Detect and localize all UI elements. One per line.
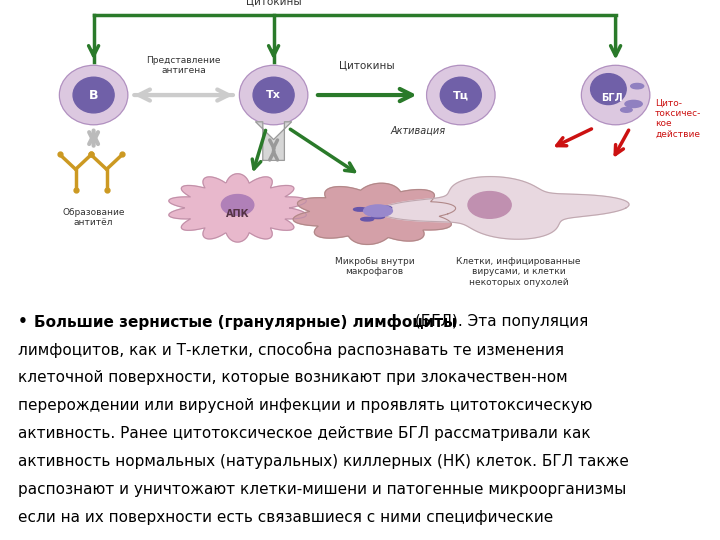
Circle shape [621, 107, 632, 112]
Polygon shape [379, 177, 629, 239]
Text: Образование
антитёл: Образование антитёл [63, 208, 125, 227]
Text: Цито-
токсичес-
кое
действие: Цито- токсичес- кое действие [655, 99, 701, 139]
Ellipse shape [468, 192, 511, 218]
Text: активность. Ранее цитотоксическое действие БГЛ рассматривали как: активность. Ранее цитотоксическое действ… [18, 426, 590, 441]
Text: клеточной поверхности, которые возникают при злокачествен-ном: клеточной поверхности, которые возникают… [18, 370, 567, 385]
Polygon shape [293, 183, 456, 245]
Polygon shape [256, 122, 292, 160]
Text: (БГЛ). Эта популяция: (БГЛ). Эта популяция [410, 314, 589, 329]
Text: Активация: Активация [390, 126, 445, 136]
Ellipse shape [253, 77, 294, 113]
Ellipse shape [590, 73, 626, 105]
Text: Представление
антигена: Представление антигена [146, 56, 221, 75]
Text: Тх: Тх [266, 90, 281, 100]
Text: Микробы внутри
макрофагов: Микробы внутри макрофагов [335, 257, 414, 276]
Ellipse shape [222, 194, 254, 215]
Polygon shape [169, 174, 306, 242]
Ellipse shape [372, 215, 384, 219]
Text: перерождении или вирусной инфекции и проявлять цитотоксическую: перерождении или вирусной инфекции и про… [18, 398, 593, 413]
Text: Клетки, инфицированные
вирусами, и клетки
некоторых опухолей: Клетки, инфицированные вирусами, и клетк… [456, 257, 580, 287]
Ellipse shape [582, 65, 650, 125]
Text: Тц: Тц [453, 90, 469, 100]
Text: В: В [89, 89, 99, 102]
Ellipse shape [240, 65, 308, 125]
Text: антитела.: антитела. [18, 537, 99, 540]
Ellipse shape [60, 65, 128, 125]
Ellipse shape [354, 207, 366, 211]
Ellipse shape [73, 77, 114, 113]
Circle shape [625, 100, 642, 107]
Text: Цитокины: Цитокины [339, 60, 395, 70]
Text: активность нормальных (натуральных) киллерных (НК) клеток. БГЛ также: активность нормальных (натуральных) килл… [18, 454, 629, 469]
Text: Большие зернистые (гранулярные) лимфоциты: Большие зернистые (гранулярные) лимфоцит… [34, 314, 456, 330]
Ellipse shape [379, 206, 392, 210]
Text: лимфоцитов, как и Т-клетки, способна распознавать те изменения: лимфоцитов, как и Т-клетки, способна рас… [18, 342, 564, 358]
Ellipse shape [361, 218, 374, 221]
Text: Цитокины: Цитокины [246, 0, 302, 6]
Text: если на их поверхности есть связавшиеся с ними специфические: если на их поверхности есть связавшиеся … [18, 510, 553, 525]
Ellipse shape [441, 77, 481, 113]
Circle shape [631, 84, 644, 89]
Circle shape [364, 205, 392, 217]
Text: •: • [18, 314, 33, 329]
Text: БГЛ: БГЛ [601, 93, 623, 103]
Text: АПК: АПК [226, 209, 249, 219]
Text: распознают и уничтожают клетки-мишени и патогенные микроорганизмы: распознают и уничтожают клетки-мишени и … [18, 482, 626, 497]
Ellipse shape [426, 65, 495, 125]
